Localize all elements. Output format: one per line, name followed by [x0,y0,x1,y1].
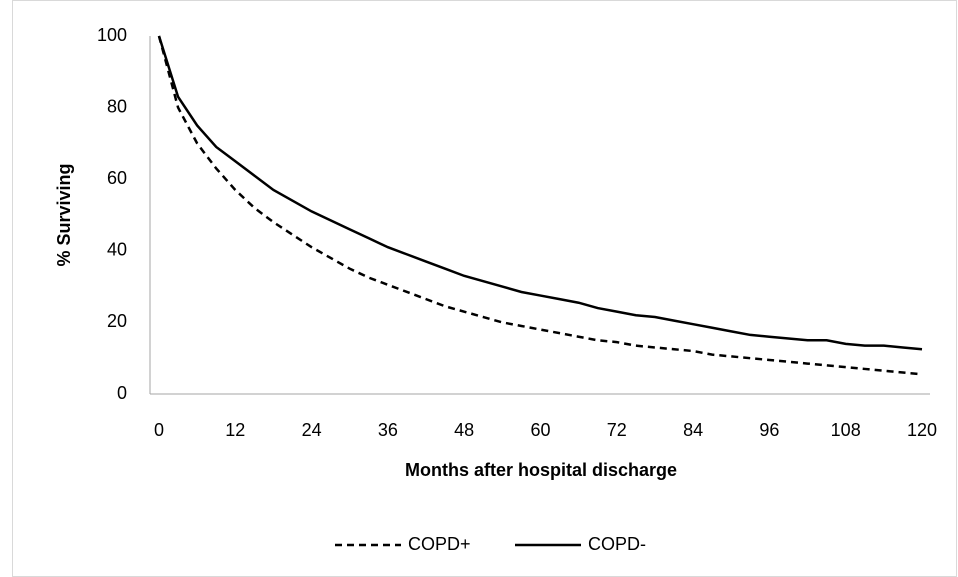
x-tick-label: 96 [759,420,779,440]
x-tick-label: 24 [302,420,322,440]
x-tick-label: 0 [154,420,164,440]
x-tick-label: 120 [907,420,937,440]
x-tick-label: 12 [225,420,245,440]
x-tick-label: 48 [454,420,474,440]
legend-label: COPD+ [408,534,471,554]
x-tick-label: 36 [378,420,398,440]
x-tick-label: 72 [607,420,627,440]
legend-label: COPD- [588,534,646,554]
y-tick-label: 100 [97,25,127,45]
series-line [157,35,923,376]
y-tick-label: 0 [117,383,127,403]
x-tick-label: 60 [530,420,550,440]
y-tick-label: 40 [107,240,127,260]
y-axis-label: % Surviving [54,163,74,266]
x-tick-label: 84 [683,420,703,440]
x-tick-label: 108 [831,420,861,440]
x-axis-label: Months after hospital discharge [405,460,677,480]
y-tick-label: 80 [107,96,127,116]
y-tick-label: 60 [107,168,127,188]
y-tick-label: 20 [107,311,127,331]
chart-border [12,0,957,577]
series-line [157,35,923,351]
